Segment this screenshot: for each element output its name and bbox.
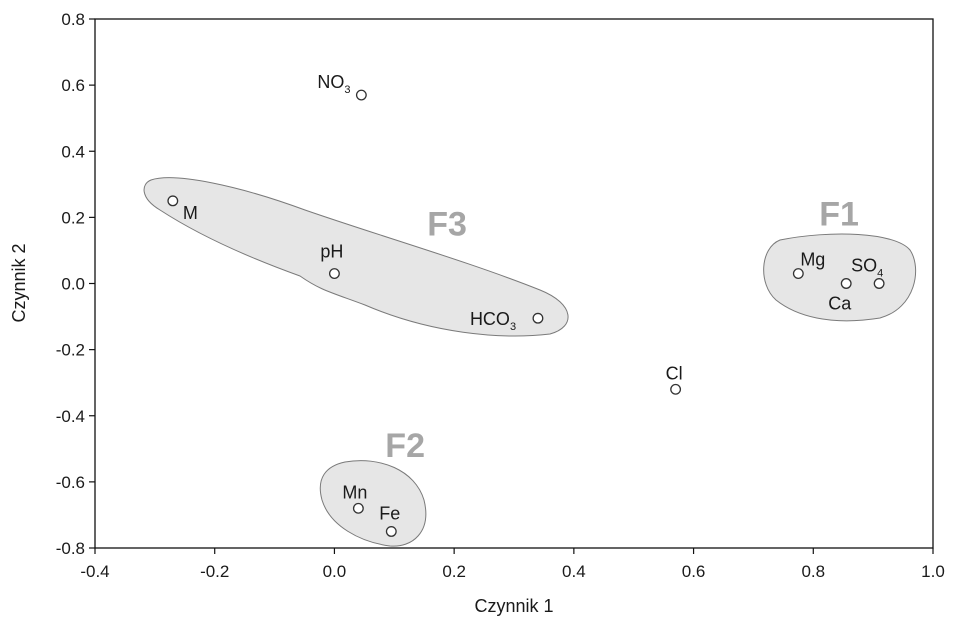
cluster-shapes [143, 177, 917, 547]
point-label-text: Mn [342, 482, 367, 502]
point-so4 [873, 278, 885, 289]
y-tick-label: 0.2 [61, 208, 85, 227]
point-label-text: NO [317, 72, 344, 92]
cluster-f1-shape [763, 233, 917, 322]
x-tick-label: 0.2 [442, 562, 466, 581]
point-label-text: pH [320, 242, 343, 262]
group-label-f2: F2 [385, 427, 425, 465]
y-axis-title: Czynnik 2 [9, 243, 29, 322]
point-label-subscript: 3 [344, 84, 350, 96]
x-tick-label: -0.2 [200, 562, 229, 581]
y-tick-label: -0.6 [56, 473, 85, 492]
point-label-m: M [183, 203, 198, 223]
x-tick-label: 0.6 [682, 562, 706, 581]
group-labels: F1 F2 F3 [385, 196, 859, 465]
point-label-subscript: 3 [510, 321, 516, 333]
x-tick-label: 0.4 [562, 562, 586, 581]
y-tick-label: 0.0 [61, 275, 85, 294]
group-label-f3: F3 [427, 206, 467, 244]
point-label-subscript: 4 [877, 268, 883, 280]
x-tick-label: 0.8 [801, 562, 825, 581]
group-label-f1: F1 [819, 196, 859, 234]
x-tick-label: -0.4 [80, 562, 109, 581]
y-tick-label: 0.4 [61, 142, 85, 161]
point-mn [352, 502, 364, 514]
point-label-text: Fe [379, 503, 400, 523]
point-label-mg: Mg [800, 250, 825, 270]
x-tick-label: 1.0 [921, 562, 945, 581]
point-label-mn: Mn [342, 482, 367, 502]
point-label-text: Ca [828, 294, 852, 314]
x-tick-label: 0.0 [323, 562, 347, 581]
point-m [167, 195, 179, 207]
point-label-fe: Fe [379, 503, 400, 523]
point-label-text: HCO [470, 309, 510, 329]
point-label-hco3: HCO3 [470, 309, 516, 333]
point-ca [840, 278, 852, 289]
x-axis-title: Czynnik 1 [474, 596, 553, 616]
point-no3 [355, 89, 367, 101]
point-mg [792, 268, 804, 280]
point-label-so4: SO4 [851, 256, 883, 280]
point-fe [385, 526, 397, 537]
cluster-f3-shape [143, 177, 569, 337]
y-tick-label: 0.6 [61, 76, 85, 95]
point-label-ph: pH [320, 242, 343, 262]
point-ph [328, 268, 340, 280]
y-tick-label: -0.2 [56, 341, 85, 360]
point-label-text: M [183, 203, 198, 223]
point-label-text: Cl [666, 363, 683, 383]
point-label-ca: Ca [828, 294, 852, 314]
point-label-cl: Cl [666, 363, 683, 383]
point-hco3 [532, 312, 544, 324]
y-tick-label: -0.4 [56, 407, 85, 426]
cluster-f2-shape [319, 460, 427, 547]
axis-ticks: -0.4 -0.2 0.0 0.2 0.4 0.6 0.8 1.0 0.8 0.6 0.4 0.2 0.… [56, 10, 945, 581]
point-label-text: SO [851, 256, 877, 276]
point-label-text: Mg [800, 250, 825, 270]
point-cl [670, 383, 682, 395]
y-tick-label: -0.8 [56, 539, 85, 558]
y-tick-label: 0.8 [61, 10, 85, 29]
point-label-no3: NO3 [317, 72, 350, 96]
